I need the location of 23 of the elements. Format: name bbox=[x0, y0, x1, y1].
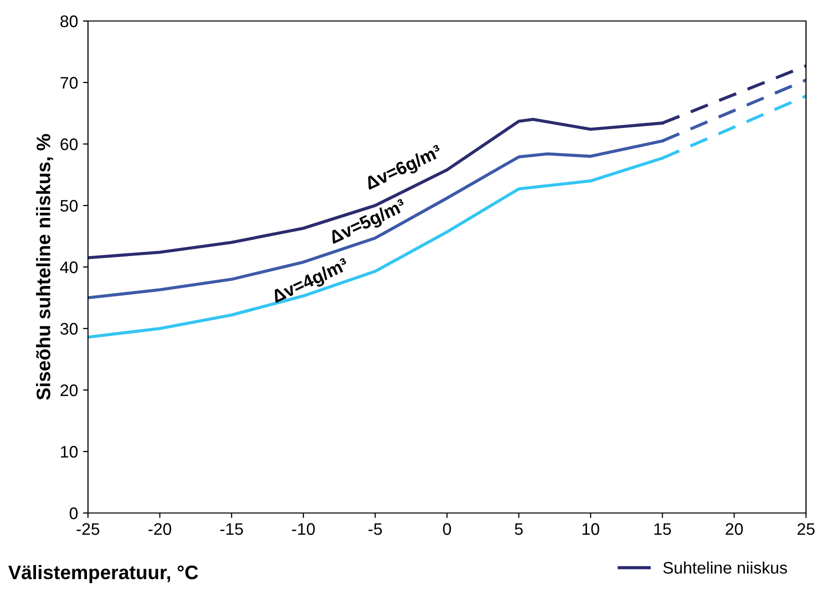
y-tick-label: 40 bbox=[60, 261, 78, 274]
y-tick-label: 50 bbox=[60, 200, 78, 212]
y-tick-label: 20 bbox=[60, 384, 78, 396]
x-tick-label: 15 bbox=[654, 523, 671, 535]
x-tick-label: -5 bbox=[368, 523, 382, 535]
x-tick-label: 0 bbox=[443, 523, 451, 535]
x-tick-label: -25 bbox=[76, 523, 100, 535]
y-tick-label: 10 bbox=[61, 446, 78, 458]
x-tick-label: -10 bbox=[292, 523, 315, 535]
x-tick-label: 5 bbox=[514, 523, 523, 535]
y-tick-label: 70 bbox=[60, 76, 78, 89]
x-axis-title: Välistemperatuur, °C bbox=[8, 564, 198, 584]
x-tick-label: 10 bbox=[582, 523, 600, 535]
y-tick-label: 60 bbox=[60, 138, 78, 150]
x-tick-label: -15 bbox=[220, 523, 243, 535]
x-tick-label: 20 bbox=[726, 523, 743, 535]
y-tick-label: 0 bbox=[70, 507, 78, 520]
y-tick-label: 80 bbox=[60, 15, 78, 28]
y-tick-label: 30 bbox=[60, 322, 78, 335]
y-axis-title: Siseõhu suhteline niiskus, % bbox=[36, 134, 54, 400]
x-tick-label: -20 bbox=[148, 523, 172, 535]
legend-label: Suhteline niiskus bbox=[663, 561, 788, 574]
x-tick-label: 25 bbox=[798, 523, 815, 535]
